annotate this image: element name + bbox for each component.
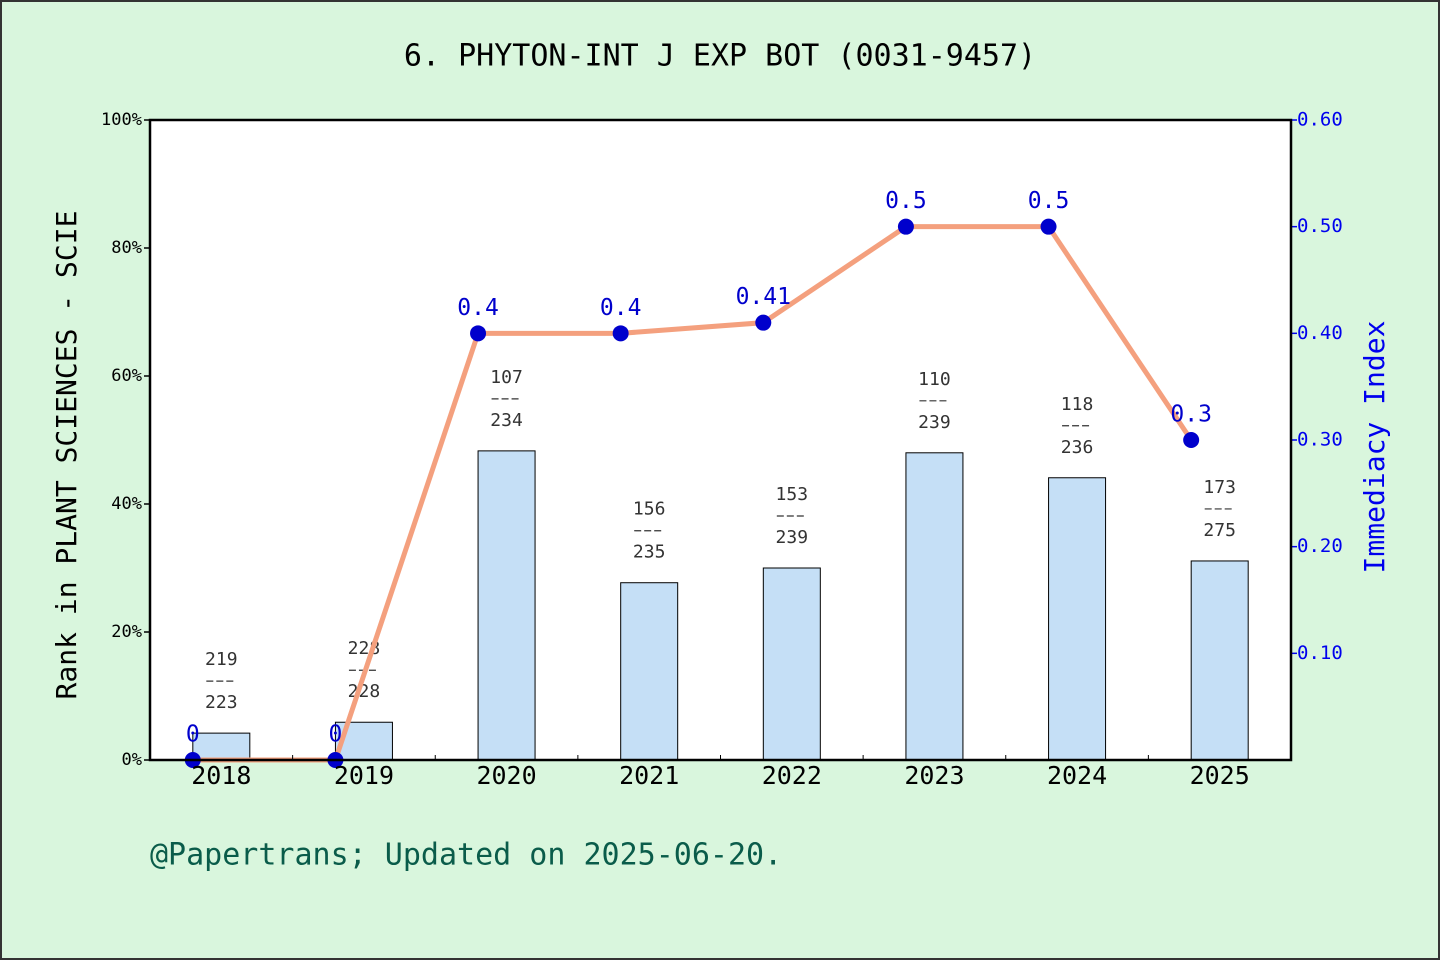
y-tick-label: 100% [101,110,142,130]
y-tick-label: 20% [111,622,142,642]
total-label: 223 [205,692,238,713]
rank-label: 219 [205,649,238,670]
line-marker [897,218,914,235]
bar [620,582,679,761]
rank-label: 107 [490,367,523,388]
total-label: 239 [776,527,809,548]
value-label: 0.41 [736,284,791,310]
bar [192,732,251,761]
line-marker [612,325,629,342]
y2-tick-label: 0.40 [1297,322,1343,344]
footer: @Papertrans; Updated on 2025-06-20. [150,838,782,873]
value-label: 0.5 [1028,188,1070,214]
x-tick-label: 2022 [762,761,822,790]
value-label: 0.4 [600,295,642,321]
plot-area [150,120,1291,760]
y2-tick-label: 0.10 [1297,642,1343,664]
bar [1048,477,1107,761]
y-axis-label: Rank in PLANT SCIENCES - SCIE [50,211,83,700]
y-tick-label: 80% [111,238,142,258]
x-tick-label: 2023 [904,761,964,790]
rank-label: 110 [918,369,951,390]
y2-tick-label: 0.60 [1297,109,1343,131]
rank-label: 118 [1061,394,1094,415]
y2-axis-label: Immediacy Index [1358,321,1391,574]
total-label: 235 [633,542,666,563]
y-tick-label: 60% [111,366,142,386]
line-marker [1040,218,1057,235]
x-tick-label: 2018 [191,761,251,790]
x-tick-label: 2019 [334,761,394,790]
rank-label: 156 [633,499,666,520]
x-tick-label: 2021 [619,761,679,790]
total-label: 239 [918,412,951,433]
value-label: 0.4 [457,295,499,321]
x-tick-label: 2024 [1047,761,1107,790]
total-label: 236 [1061,437,1094,458]
line-marker [1183,432,1200,448]
total-label: 275 [1203,520,1236,541]
bar [477,450,536,761]
y2-tick-label: 0.20 [1297,535,1343,557]
y2-tick-label: 0.30 [1297,429,1343,451]
rank-label: 153 [776,484,809,505]
y2-tick-label: 0.50 [1297,215,1343,237]
value-label: 0 [186,722,200,748]
total-label: 228 [348,681,381,702]
value-label: 0.5 [885,188,927,214]
y-tick-label: 40% [111,494,142,514]
line-marker [470,325,487,342]
value-label: 0.3 [1170,402,1212,428]
total-label: 234 [490,410,523,431]
rank-label: 173 [1203,477,1236,498]
bar [762,567,821,761]
bar [905,452,964,761]
value-label: 0 [328,722,342,748]
bar [1190,560,1249,761]
x-tick-label: 2025 [1190,761,1250,790]
x-tick-label: 2020 [476,761,536,790]
line [192,224,1194,763]
line-marker [755,314,772,331]
y-tick-label: 0% [122,750,142,770]
chart-title: 6. PHYTON-INT J EXP BOT (0031-9457) [404,39,1036,74]
